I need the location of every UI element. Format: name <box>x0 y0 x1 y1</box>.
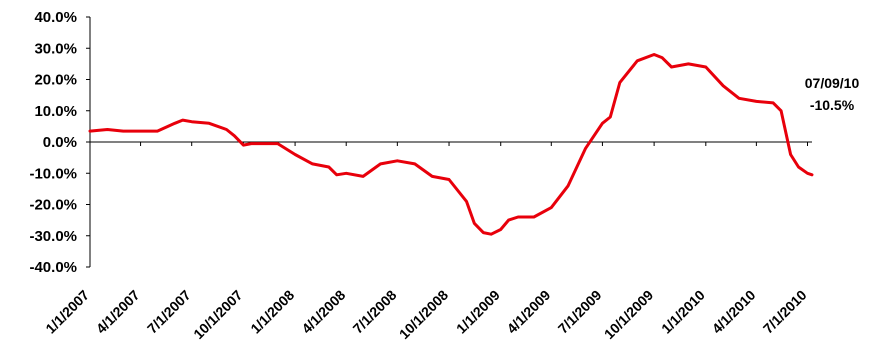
y-tick-label: -40.0% <box>29 259 77 276</box>
x-tick-label: 10/1/2008 <box>396 287 452 343</box>
x-tick-label: 10/1/2009 <box>601 287 657 343</box>
annotation-value: -10.5% <box>810 97 855 113</box>
y-tick-label: 20.0% <box>34 72 77 89</box>
x-tick-label: 1/1/2009 <box>453 287 503 337</box>
series-line <box>88 53 814 236</box>
x-tick-label: 4/1/2008 <box>298 287 348 337</box>
x-tick-label: 7/1/2008 <box>350 287 400 337</box>
y-tick-label: 30.0% <box>34 40 77 57</box>
x-tick-label: 7/1/2009 <box>555 287 605 337</box>
x-tick-label: 1/1/2007 <box>42 287 92 337</box>
y-tick-label: 0.0% <box>43 134 77 151</box>
y-tick-label: 40.0% <box>34 9 77 26</box>
plot-area <box>88 53 814 236</box>
x-tick-label: 4/1/2007 <box>93 287 143 337</box>
x-tick-label: 7/1/2010 <box>760 287 810 337</box>
x-tick-label: 1/1/2010 <box>658 287 708 337</box>
y-tick-label: 10.0% <box>34 103 77 120</box>
x-tick-label: 10/1/2007 <box>190 287 246 343</box>
y-tick-label: -30.0% <box>29 228 77 245</box>
end-annotation: 07/09/10 -10.5% <box>805 75 860 113</box>
x-tick-label: 7/1/2007 <box>144 287 194 337</box>
x-tick-label: 4/1/2010 <box>709 287 759 337</box>
y-tick-label: -20.0% <box>29 197 77 214</box>
annotation-date: 07/09/10 <box>805 75 860 91</box>
x-tick-label: 1/1/2008 <box>247 287 297 337</box>
y-axis: 40.0% 30.0% 20.0% 10.0% 0.0% -10.0% -20.0% -30.… <box>29 9 91 276</box>
y-tick-label: -10.0% <box>29 165 77 182</box>
x-tick-label: 4/1/2009 <box>504 287 554 337</box>
